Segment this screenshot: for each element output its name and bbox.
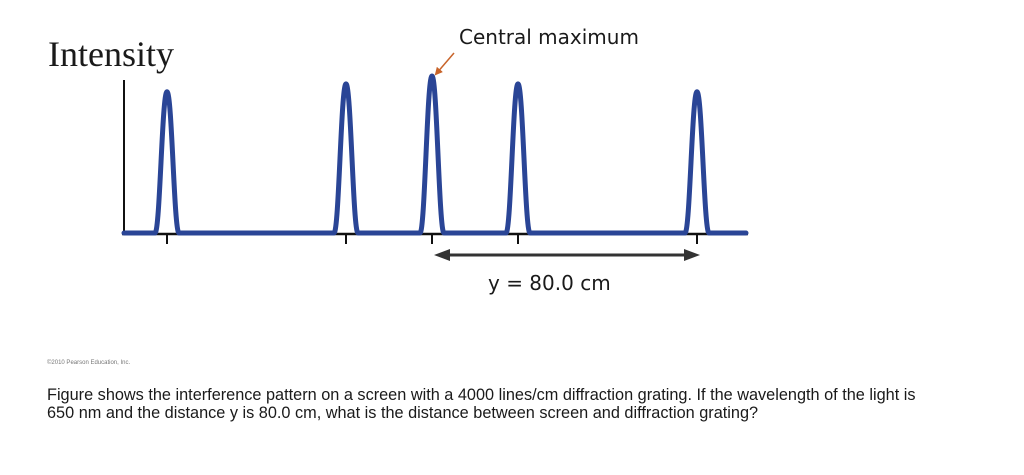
intensity-curve [121, 73, 749, 236]
question-text: Figure shows the interference pattern on… [47, 386, 916, 422]
central-maximum-pointer-arrow [434, 52, 455, 76]
interference-pattern-diagram: Intensity Central maximum y = 80.0 cm [48, 25, 749, 295]
y-axis-label: Intensity [48, 34, 174, 74]
distance-label: y = 80.0 cm [488, 271, 611, 295]
distance-arrow-right-head [684, 249, 700, 261]
distance-arrow-left-head [434, 249, 450, 261]
copyright-credit: ©2010 Pearson Education, Inc. [47, 360, 131, 366]
distance-arrow [434, 249, 700, 261]
x-axis-ticks [166, 234, 698, 244]
central-maximum-label: Central maximum [459, 25, 639, 49]
